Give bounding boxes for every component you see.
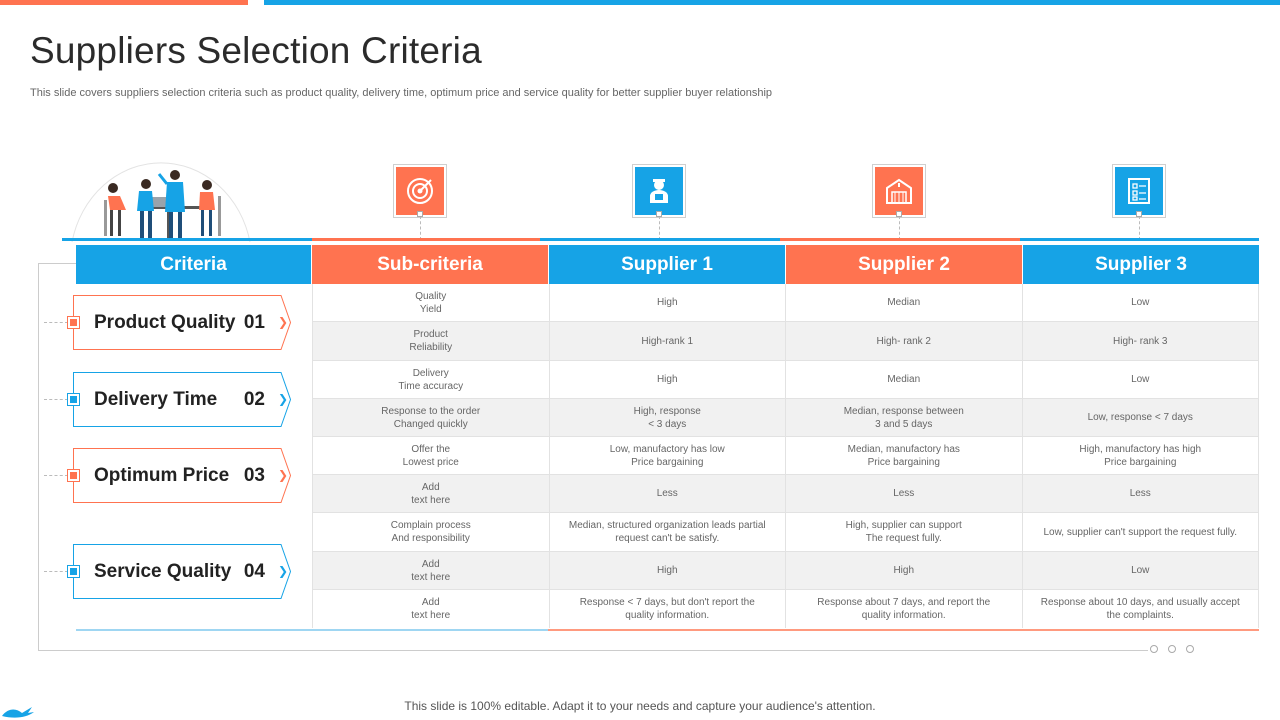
supplier-3-cell: Low, supplier can't support the request … [1023, 513, 1259, 551]
supplier-1-cell: High [550, 284, 786, 321]
table-row: Add text here High High Low [313, 552, 1259, 590]
supplier-1-cell: Response < 7 days, but don't report the … [550, 590, 786, 628]
supplier-3-cell: High, manufactory has high Price bargain… [1023, 437, 1259, 474]
chevron-right-icon: ❯ [277, 315, 288, 329]
bullet-square-icon [67, 565, 80, 578]
sub-criteria-cell: Response to the order Changed quickly [313, 399, 550, 436]
supplier-3-cell: High- rank 3 [1023, 322, 1259, 360]
supplier-3-cell: Low [1023, 284, 1259, 321]
criteria-card-product-quality: Product Quality 01 ❯ [67, 295, 291, 350]
criteria-card-service-quality: Service Quality 04 ❯ [67, 544, 291, 599]
table-row: Add text here Response < 7 days, but don… [313, 590, 1259, 628]
supplier-1-cell: Less [550, 475, 786, 512]
checklist-icon [1115, 167, 1163, 215]
supplier-3-cell: Low [1023, 552, 1259, 589]
table-row: Response to the order Changed quickly Hi… [313, 399, 1259, 437]
top-accent-blue [264, 0, 1280, 5]
sub-criteria-cell: Quality Yield [313, 284, 550, 321]
supplier-2-cell: Median, manufactory has Price bargaining [786, 437, 1023, 474]
criteria-label: Optimum Price [94, 464, 230, 486]
page-subtitle: This slide covers suppliers selection cr… [30, 87, 773, 99]
supplier-2-cell: High- rank 2 [786, 322, 1023, 360]
criteria-card-optimum-price: Optimum Price 03 ❯ [67, 448, 291, 503]
sub-criteria-cell: Add text here [313, 552, 550, 589]
criteria-number: 02 [243, 388, 265, 410]
supplier-2-cell: Less [786, 475, 1023, 512]
header-criteria: Criteria [76, 245, 312, 284]
header-sub-criteria: Sub-criteria [312, 245, 549, 284]
chevron-right-icon: ❯ [277, 468, 288, 482]
supplier-1-cell: High [550, 361, 786, 398]
top-accent-orange [0, 0, 248, 5]
sub-criteria-cell: Add text here [313, 475, 550, 512]
team-meeting-illustration [71, 162, 251, 242]
page-title: Suppliers Selection Criteria [30, 30, 482, 71]
supplier-1-cell: Median, structured organization leads pa… [550, 513, 786, 551]
supplier-2-cell: Response about 7 days, and report the qu… [786, 590, 1023, 628]
criteria-table: Quality Yield High Median Low Product Re… [312, 284, 1259, 628]
sub-criteria-cell: Complain process And responsibility [313, 513, 550, 551]
warehouse-icon [875, 167, 923, 215]
sub-criteria-cell: Delivery Time accuracy [313, 361, 550, 398]
table-row: Quality Yield High Median Low [313, 284, 1259, 322]
criteria-label: Product Quality [94, 311, 236, 333]
table-row: Offer the Lowest price Low, manufactory … [313, 437, 1259, 475]
supplier-2-cell: Median, response between 3 and 5 days [786, 399, 1023, 436]
supplier-1-cell: High, response < 3 days [550, 399, 786, 436]
sub-criteria-cell: Offer the Lowest price [313, 437, 550, 474]
supplier-3-cell: Low [1023, 361, 1259, 398]
supplier-1-cell: High-rank 1 [550, 322, 786, 360]
supplier-2-cell: High [786, 552, 1023, 589]
criteria-card-delivery-time: Delivery Time 02 ❯ [67, 372, 291, 427]
bullet-square-icon [67, 393, 80, 406]
criteria-number: 01 [243, 311, 265, 333]
supplier-3-cell: Response about 10 days, and usually acce… [1023, 590, 1259, 628]
header-supplier-3: Supplier 3 [1023, 245, 1259, 284]
brand-logo-icon [2, 707, 34, 718]
criteria-number: 03 [243, 464, 265, 486]
supplier-1-cell: High [550, 552, 786, 589]
criteria-number: 04 [243, 560, 265, 582]
delivery-worker-icon [635, 167, 683, 215]
table-row: Complain process And responsibility Medi… [313, 513, 1259, 552]
table-row: Add text here Less Less Less [313, 475, 1259, 513]
supplier-3-cell: Low, response < 7 days [1023, 399, 1259, 436]
supplier-1-cell: Low, manufactory has low Price bargainin… [550, 437, 786, 474]
supplier-3-cell: Less [1023, 475, 1259, 512]
supplier-2-cell: Median [786, 361, 1023, 398]
bullet-square-icon [67, 469, 80, 482]
sub-criteria-cell: Add text here [313, 590, 550, 628]
target-icon [396, 167, 444, 215]
sub-criteria-cell: Product Reliability [313, 322, 550, 360]
header-supplier-2: Supplier 2 [786, 245, 1023, 284]
criteria-label: Delivery Time [94, 388, 218, 410]
table-row: Delivery Time accuracy High Median Low [313, 361, 1259, 399]
criteria-label: Service Quality [94, 560, 232, 582]
header-supplier-1: Supplier 1 [549, 245, 786, 284]
supplier-2-cell: High, supplier can support The request f… [786, 513, 1023, 551]
bullet-square-icon [67, 316, 80, 329]
supplier-2-cell: Median [786, 284, 1023, 321]
table-row: Product Reliability High-rank 1 High- ra… [313, 322, 1259, 361]
table-header: Criteria Sub-criteria Supplier 1 Supplie… [76, 245, 1259, 284]
footer-note: This slide is 100% editable. Adapt it to… [404, 699, 876, 713]
chevron-right-icon: ❯ [277, 392, 288, 406]
chevron-right-icon: ❯ [277, 564, 288, 578]
